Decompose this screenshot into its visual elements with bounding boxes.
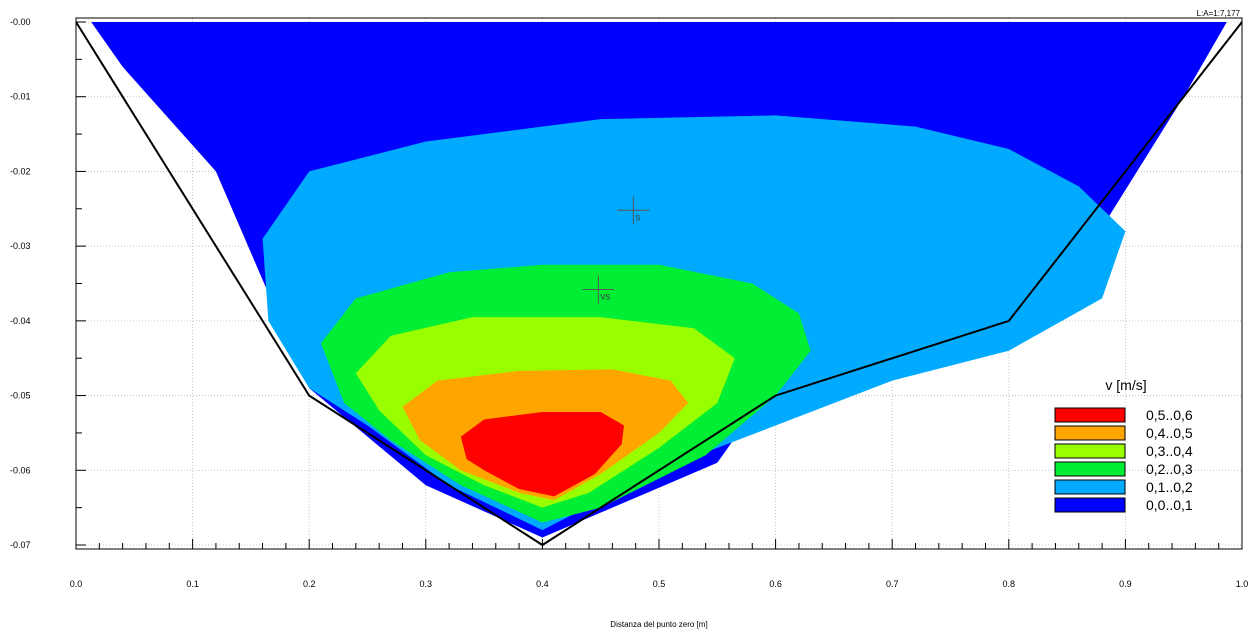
y-tick-label: -0.03 — [10, 241, 31, 251]
y-tick-label: -0.07 — [10, 540, 31, 550]
x-tick-label: 0.6 — [769, 579, 782, 589]
legend-label: 0,2..0,3 — [1146, 461, 1193, 477]
y-tick-label: -0.04 — [10, 316, 31, 326]
x-tick-label: 0.5 — [653, 579, 666, 589]
x-tick-label: 0.3 — [420, 579, 433, 589]
legend-swatch — [1054, 425, 1126, 441]
axis-ticks — [75, 21, 1243, 549]
legend-label: 0,3..0,4 — [1146, 443, 1193, 459]
marker-label: vs — [600, 291, 610, 302]
legend-swatch — [1054, 443, 1126, 459]
y-tick-label: -0.00 — [10, 17, 31, 27]
marker-vs: vs — [582, 275, 615, 304]
legend-swatch — [1054, 461, 1126, 477]
scale-ratio-label: L:A=1:7,177 — [1197, 9, 1241, 18]
x-tick-label: 0.0 — [70, 579, 83, 589]
legend-label: 0,4..0,5 — [1146, 425, 1193, 441]
legend-swatch — [1054, 479, 1126, 495]
legend-swatch — [1054, 407, 1126, 423]
x-axis-title: Distanza del punto zero [m] — [610, 620, 707, 629]
markers: s vs — [582, 196, 650, 304]
y-tick-label: -0.05 — [10, 391, 31, 401]
x-tick-label: 0.7 — [886, 579, 899, 589]
cross-section — [75, 21, 1243, 547]
marker-label: s — [635, 212, 640, 223]
legend-title: v [m/s] — [1105, 377, 1146, 393]
legend-swatch — [1054, 497, 1126, 513]
x-tick-label: 0.4 — [536, 579, 549, 589]
y-tick-labels: -0.00 -0.01 -0.02 -0.03 -0.04 -0.05 -0.06 -0.07 — [10, 17, 31, 550]
y-tick-label: -0.01 — [10, 92, 31, 102]
legend-label: 0,1..0,2 — [1146, 479, 1193, 495]
velocity-band-6 — [460, 412, 624, 497]
velocity-bands — [91, 22, 1227, 538]
marker-s: s — [617, 196, 650, 225]
legend-label: 0,5..0,6 — [1146, 407, 1193, 423]
cross-section-outline — [75, 21, 1243, 547]
x-tick-label: 1.0 — [1236, 579, 1249, 589]
legend-label: 0,0..0,1 — [1146, 497, 1193, 513]
x-tick-labels: 0.0 0.1 0.2 0.3 0.4 0.5 0.6 0.7 0.8 0.9 1.0 — [70, 579, 1249, 589]
y-tick-label: -0.06 — [10, 465, 31, 475]
y-tick-label: -0.02 — [10, 166, 31, 176]
legend: v [m/s] 0,5..0,6 0,4..0,5 0,3..0,4 0,2..0,3… — [1054, 377, 1193, 513]
x-tick-label: 0.8 — [1003, 579, 1016, 589]
x-tick-label: 0.9 — [1119, 579, 1132, 589]
x-tick-label: 0.1 — [186, 579, 199, 589]
x-tick-label: 0.2 — [303, 579, 316, 589]
